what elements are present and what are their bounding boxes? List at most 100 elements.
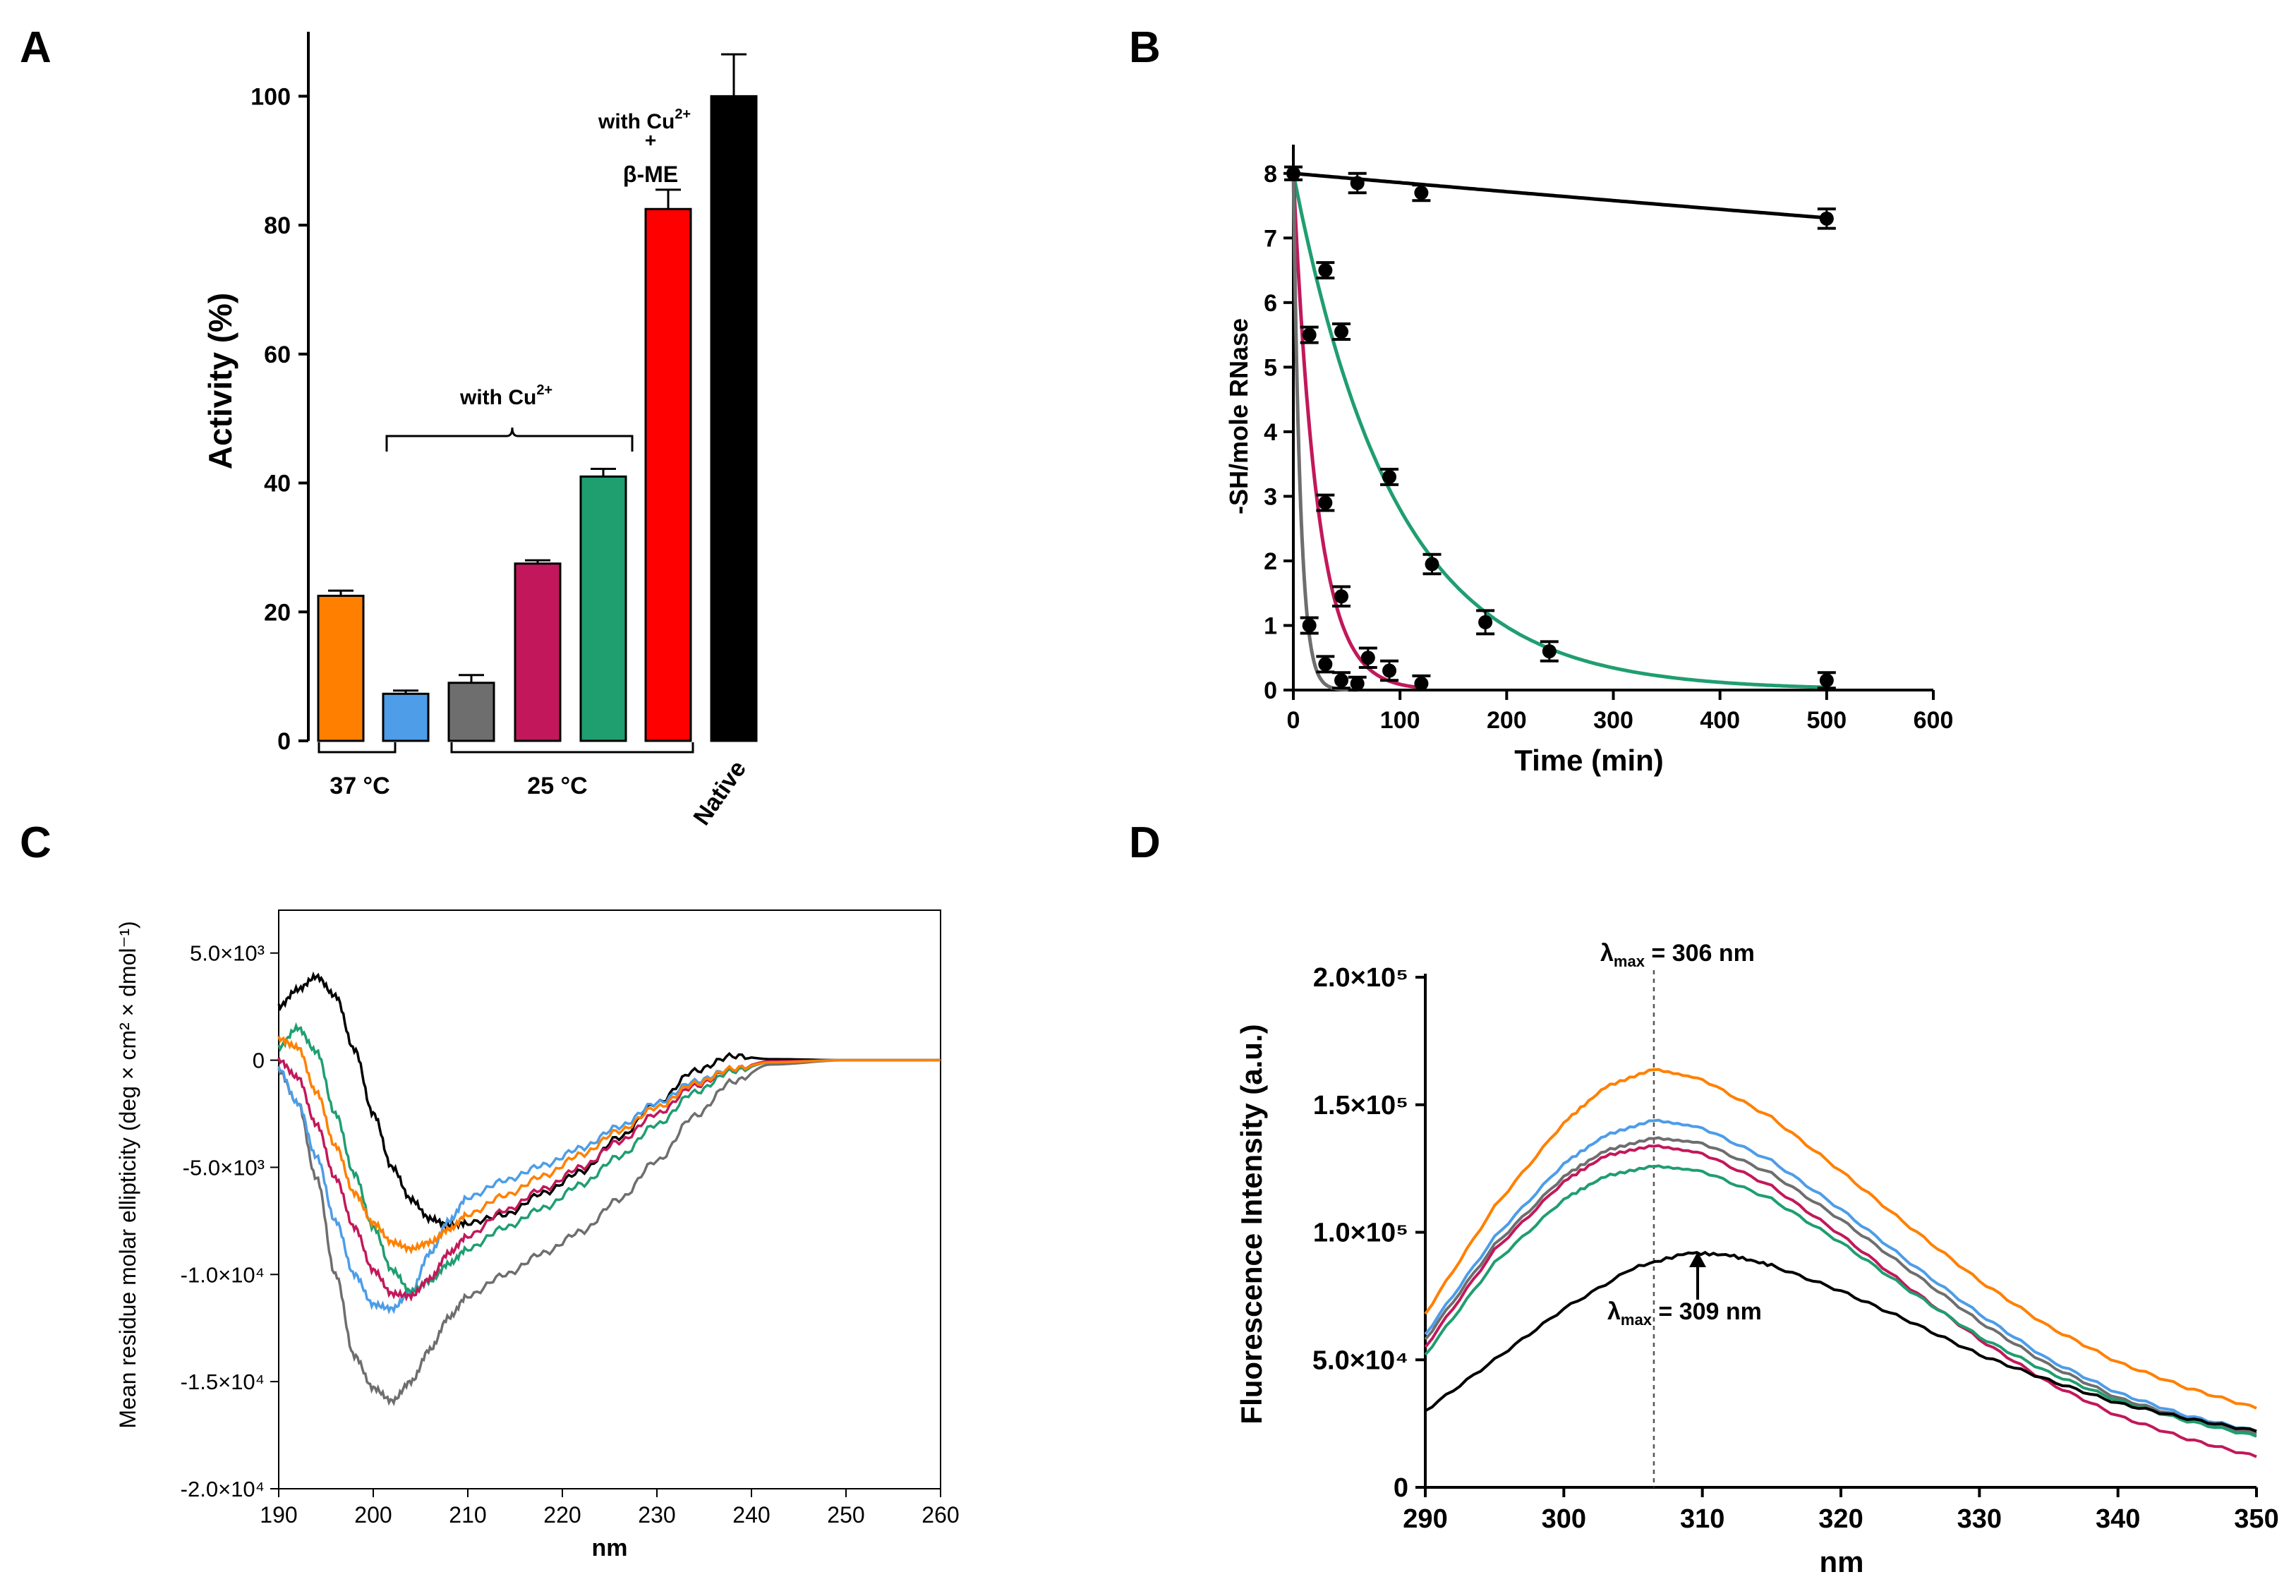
a-native-label: Native xyxy=(688,756,751,830)
d-lambda-bottom: λmax = 309 nm xyxy=(1607,1298,1762,1329)
b-x-tick-label: 500 xyxy=(1806,707,1847,734)
b-x-tick-label: 200 xyxy=(1487,707,1527,734)
c-y-tick-label: 5.0×10³ xyxy=(190,941,265,966)
c-x-tick-label: 220 xyxy=(543,1502,581,1528)
a-beta-me-label: β-ME xyxy=(623,162,678,187)
a-with-cu-text: with Cu xyxy=(459,386,536,409)
b-point-magenta xyxy=(1302,327,1317,342)
a-bar xyxy=(382,692,430,742)
c-x-tick-label: 260 xyxy=(922,1502,959,1528)
a-with-cu-label: with Cu2+ xyxy=(459,382,552,409)
d-lambda-top-value: = 306 nm xyxy=(1645,940,1755,967)
d-x-tick-label: 290 xyxy=(1403,1504,1447,1534)
d-y-tick-label: 0 xyxy=(1394,1473,1408,1503)
panel-a-bar-chart: 0 20 40 60 80 100 Activity (%) 37 °C 25 °C Na… xyxy=(202,32,758,830)
a-with-cu-sup: 2+ xyxy=(536,382,552,398)
d-x-tick-label: 340 xyxy=(2096,1504,2140,1534)
a-y-tick-label: 80 xyxy=(264,212,291,239)
b-y-axis-label: -SH/mole RNase xyxy=(1224,318,1253,514)
c-x-tick-label: 190 xyxy=(260,1502,297,1528)
a-bar xyxy=(317,594,365,742)
a-y-ticks: 0 20 40 60 80 100 xyxy=(250,83,308,755)
d-lambda-bottom-sub: max xyxy=(1621,1311,1652,1329)
b-fit-curve-black xyxy=(1293,171,1827,220)
panel-letter-c: C xyxy=(20,818,52,867)
a-group-bracket-25 xyxy=(450,742,694,754)
b-point-gray xyxy=(1350,676,1365,691)
a-y-tick-label: 60 xyxy=(264,341,291,368)
a-bar xyxy=(644,207,692,742)
b-series xyxy=(1284,165,1836,692)
b-point-gray xyxy=(1318,657,1333,672)
c-x-tick-label: 240 xyxy=(732,1502,770,1528)
c-x-tick-label: 200 xyxy=(354,1502,392,1528)
d-spectrum-magenta xyxy=(1424,1144,2257,1458)
d-lambda-bottom-value: = 309 nm xyxy=(1652,1298,1762,1325)
d-spectrum-gray xyxy=(1424,1136,2257,1435)
d-x-tick-label: 350 xyxy=(2234,1504,2278,1534)
c-spectrum-orange xyxy=(277,1036,941,1255)
panel-letter-a: A xyxy=(20,23,52,72)
a-y-tick-label: 20 xyxy=(264,599,291,626)
panel-c-cd-spectra: 190 200 210 220 230 240 250 260 5.0×10³ 0 -5.0×10³… xyxy=(115,909,960,1561)
c-spectrum-gray xyxy=(277,1058,941,1407)
d-x-tick-label: 300 xyxy=(1542,1504,1586,1534)
b-y-tick-label: 2 xyxy=(1264,548,1277,575)
d-x-tick-label: 330 xyxy=(1957,1504,2002,1534)
a-with-cu-me-text: with Cu xyxy=(598,110,675,133)
c-series xyxy=(277,971,941,1407)
a-with-cu-brace xyxy=(385,427,634,452)
b-point-black xyxy=(1414,186,1429,200)
b-y-tick-label: 8 xyxy=(1264,161,1277,188)
b-x-tick-label: 100 xyxy=(1380,707,1420,734)
a-group-bracket-37 xyxy=(318,742,397,754)
b-y-tick-label: 3 xyxy=(1264,483,1277,510)
a-y-tick-label: 0 xyxy=(277,728,291,755)
d-lambda-top: λmax = 306 nm xyxy=(1600,940,1755,970)
b-point-magenta xyxy=(1318,495,1333,510)
d-lambda-bottom-symbol: λ xyxy=(1607,1298,1621,1325)
d-lambda-arrowhead xyxy=(1689,1252,1706,1267)
b-point-green xyxy=(1318,263,1333,278)
d-spectrum-black xyxy=(1425,1250,2257,1433)
a-with-cu-me-sup: 2+ xyxy=(675,107,691,122)
d-x-tick-label: 320 xyxy=(1818,1504,1863,1534)
b-point-gray xyxy=(1302,618,1317,633)
c-x-tick-label: 250 xyxy=(827,1502,864,1528)
c-y-tick-label: -5.0×10³ xyxy=(183,1155,265,1180)
d-y-tick-label: 2.0×10⁵ xyxy=(1313,963,1408,993)
a-bar xyxy=(447,682,495,742)
c-y-tick-label: -1.5×10⁴ xyxy=(181,1370,265,1394)
b-y-tick-label: 7 xyxy=(1264,225,1277,252)
a-bar xyxy=(710,95,758,742)
c-plot-frame xyxy=(278,909,941,1489)
c-spectrum-green xyxy=(277,1022,941,1298)
d-spectrum-green xyxy=(1424,1164,2257,1438)
c-y-axis-label: Mean residue molar ellipticity (deg × cm… xyxy=(115,921,140,1428)
b-x-axis-label: Time (min) xyxy=(1514,744,1664,777)
b-y-tick-label: 6 xyxy=(1264,290,1277,317)
d-x-axis-label: nm xyxy=(1820,1545,1864,1578)
panel-d-fluorescence-spectra: 290 300 310 320 330 340 350 0 5.0×10⁴ 1.0×10⁵ 1.5×… xyxy=(1235,940,2279,1578)
panel-letter-b: B xyxy=(1129,23,1161,72)
d-y-tick-label: 1.0×10⁵ xyxy=(1313,1219,1408,1248)
a-y-tick-label: 100 xyxy=(250,83,291,110)
a-y-axis-label: Activity (%) xyxy=(202,293,238,469)
d-lambda-top-sub: max xyxy=(1614,953,1645,970)
b-x-tick-label: 400 xyxy=(1700,707,1740,734)
b-point-magenta xyxy=(1382,663,1397,678)
d-ticks: 290 300 310 320 330 340 350 0 5.0×10⁴ 1.0×10⁵ 1.5×… xyxy=(1312,963,2279,1534)
c-y-tick-label: -2.0×10⁴ xyxy=(181,1477,265,1501)
panel-letter-d: D xyxy=(1129,818,1161,867)
c-y-tick-label: -1.0×10⁴ xyxy=(181,1262,265,1287)
b-point-green xyxy=(1819,673,1834,688)
b-point-green xyxy=(1542,644,1557,659)
c-spectrum-magenta xyxy=(277,1057,941,1302)
b-y-tick-label: 1 xyxy=(1264,612,1277,639)
b-x-tick-label: 600 xyxy=(1914,707,1954,734)
b-point-magenta xyxy=(1334,589,1349,604)
c-x-tick-label: 230 xyxy=(638,1502,675,1528)
b-fit-curve-green xyxy=(1291,173,1827,689)
a-bar xyxy=(514,562,562,742)
a-group-label-37: 37 °C xyxy=(330,773,389,799)
